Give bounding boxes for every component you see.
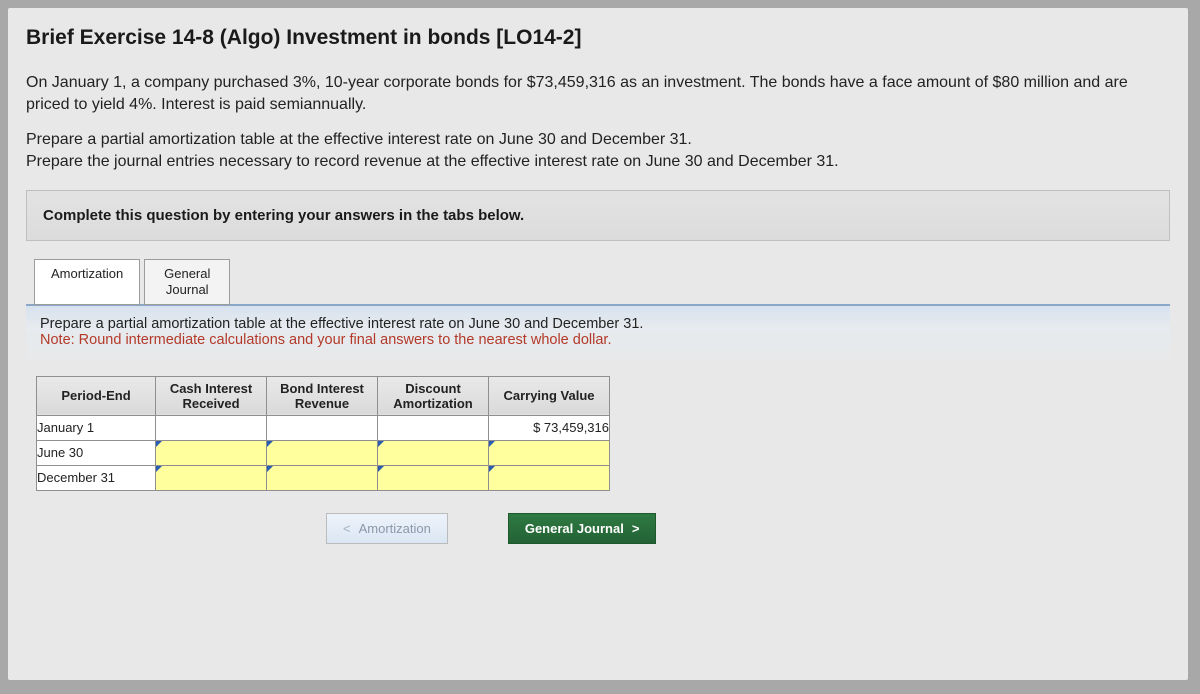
input-disc-dec31[interactable] bbox=[378, 465, 489, 490]
exercise-title: Brief Exercise 14-8 (Algo) Investment in… bbox=[26, 26, 1170, 50]
cell-period-jan1: January 1 bbox=[37, 415, 156, 440]
tab-amortization[interactable]: Amortization bbox=[34, 259, 140, 304]
cell-carry-jan1: $ 73,459,316 bbox=[489, 415, 610, 440]
problem-paragraph-1: On January 1, a company purchased 3%, 10… bbox=[26, 72, 1170, 115]
tab-amortization-label: Amortization bbox=[51, 266, 123, 281]
problem-paragraph-2: Prepare a partial amortization table at … bbox=[26, 129, 1170, 172]
cell-bond-jan1 bbox=[267, 415, 378, 440]
tab-panel-amortization: Prepare a partial amortization table at … bbox=[26, 304, 1170, 360]
cell-disc-jan1 bbox=[378, 415, 489, 440]
input-carry-dec31[interactable] bbox=[489, 465, 610, 490]
prep-line-1: Prepare a partial amortization table at … bbox=[26, 131, 692, 148]
th-period-end: Period-End bbox=[37, 376, 156, 415]
th-cash-interest: Cash Interest Received bbox=[156, 376, 267, 415]
table-header-row: Period-End Cash Interest Received Bond I… bbox=[37, 376, 610, 415]
next-button-label: General Journal bbox=[525, 521, 624, 536]
exercise-page: Brief Exercise 14-8 (Algo) Investment in… bbox=[8, 8, 1188, 680]
tab-instruction: Prepare a partial amortization table at … bbox=[40, 316, 1156, 332]
table-row: January 1 $ 73,459,316 bbox=[37, 415, 610, 440]
input-bond-dec31[interactable] bbox=[267, 465, 378, 490]
cell-cash-jan1 bbox=[156, 415, 267, 440]
chevron-left-icon: < bbox=[343, 521, 351, 536]
tab-strip: Amortization General Journal bbox=[34, 259, 1170, 304]
input-bond-jun30[interactable] bbox=[267, 440, 378, 465]
instruction-banner: Complete this question by entering your … bbox=[26, 190, 1170, 241]
input-disc-jun30[interactable] bbox=[378, 440, 489, 465]
prep-line-2: Prepare the journal entries necessary to… bbox=[26, 153, 839, 170]
input-carry-jun30[interactable] bbox=[489, 440, 610, 465]
tab-general-journal[interactable]: General Journal bbox=[144, 259, 230, 304]
th-bond-interest: Bond Interest Revenue bbox=[267, 376, 378, 415]
tab-gj-label-2: Journal bbox=[166, 282, 209, 297]
tab-note: Note: Round intermediate calculations an… bbox=[40, 332, 1156, 348]
table-row: June 30 bbox=[37, 440, 610, 465]
nav-row: < Amortization General Journal > bbox=[326, 513, 1170, 544]
amortization-table: Period-End Cash Interest Received Bond I… bbox=[36, 376, 610, 491]
next-button[interactable]: General Journal > bbox=[508, 513, 657, 544]
cell-period-dec31: December 31 bbox=[37, 465, 156, 490]
th-carrying-value: Carrying Value bbox=[489, 376, 610, 415]
cell-period-jun30: June 30 bbox=[37, 440, 156, 465]
tab-gj-label-1: General bbox=[164, 266, 210, 281]
table-row: December 31 bbox=[37, 465, 610, 490]
prev-button[interactable]: < Amortization bbox=[326, 513, 448, 544]
input-cash-jun30[interactable] bbox=[156, 440, 267, 465]
prev-button-label: Amortization bbox=[359, 521, 431, 536]
input-cash-dec31[interactable] bbox=[156, 465, 267, 490]
th-discount-amort: Discount Amortization bbox=[378, 376, 489, 415]
chevron-right-icon: > bbox=[632, 521, 640, 536]
